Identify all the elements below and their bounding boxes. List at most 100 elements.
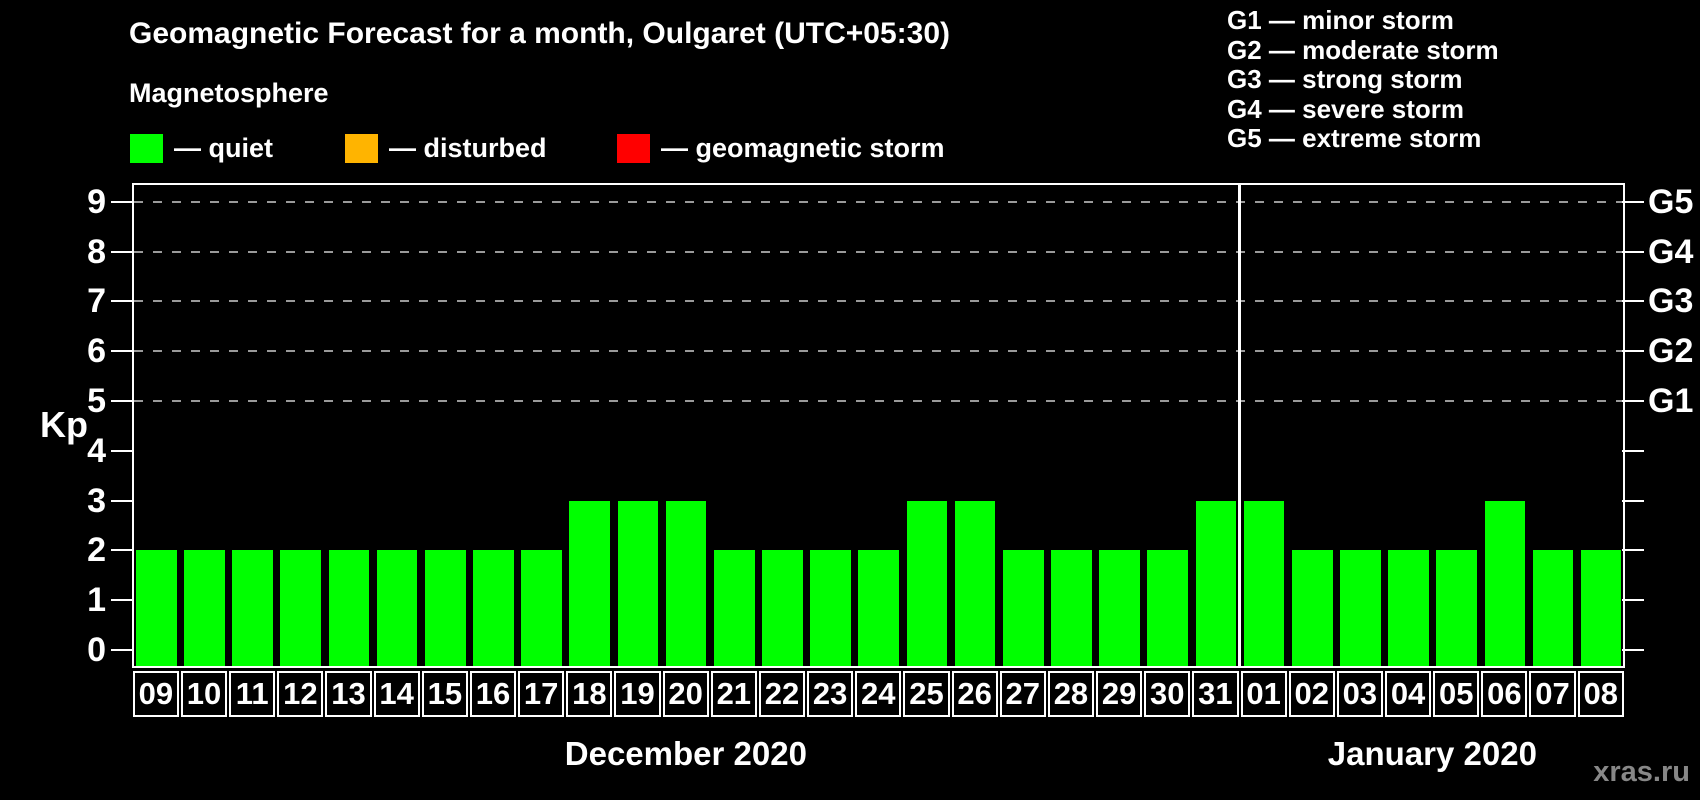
kp-bar-day-14: [376, 550, 418, 666]
kp-bar-day-10: [184, 550, 225, 666]
y-tick-left-2: [111, 549, 133, 552]
chart-title: Geomagnetic Forecast for a month, Oulgar…: [129, 17, 951, 50]
kp-bar-day-22: [762, 550, 803, 666]
day-label-26: 26: [951, 671, 998, 717]
month-label-january: January 2020: [1327, 735, 1537, 772]
y-tick-left-9: [111, 200, 133, 203]
plot-area: [132, 183, 1625, 668]
y-tick-right-7: [1622, 300, 1644, 303]
y-tick-right-9: [1622, 200, 1644, 203]
y-tick-left-8: [111, 250, 133, 253]
y-tick-label-4: 4: [87, 431, 106, 470]
y-tick-label-6: 6: [87, 332, 106, 371]
gridline-kp6: [134, 350, 1623, 353]
y-tick-right-6: [1622, 350, 1644, 353]
legend-label-storm: — geomagnetic storm: [661, 133, 945, 163]
legend-swatch-quiet: [130, 134, 163, 163]
day-label-02: 02: [1288, 671, 1335, 717]
day-label-14: 14: [373, 671, 420, 717]
y-tick-left-3: [111, 499, 133, 502]
legend-swatch-storm: [617, 134, 650, 163]
y-tick-left-4: [111, 449, 133, 452]
legend-item-quiet: — quiet: [130, 133, 273, 164]
g-axis-label-g3: G3: [1648, 282, 1694, 321]
day-label-23: 23: [807, 671, 854, 717]
day-label-27: 27: [999, 671, 1046, 717]
day-label-29: 29: [1096, 671, 1143, 717]
kp-bar-day-02: [1291, 550, 1333, 666]
kp-bar-day-24: [858, 550, 900, 666]
y-tick-label-9: 9: [87, 182, 106, 221]
kp-bar-day-29: [1099, 550, 1140, 666]
legend-swatch-disturbed: [345, 134, 378, 163]
kp-axis-label: Kp: [40, 404, 88, 445]
legend-label-quiet: — quiet: [174, 133, 273, 163]
kp-bar-day-08: [1580, 550, 1622, 666]
y-tick-left-6: [111, 350, 133, 353]
y-tick-label-0: 0: [87, 631, 106, 669]
g-legend-item-5: G5 — extreme storm: [1227, 123, 1482, 153]
g-axis-label-g5: G5: [1648, 182, 1694, 221]
kp-bar-day-28: [1051, 550, 1092, 666]
day-label-09: 09: [132, 671, 179, 717]
kp-bar-day-06: [1484, 500, 1526, 666]
g-legend-item-2: G2 — moderate storm: [1227, 34, 1499, 65]
day-label-11: 11: [229, 671, 276, 717]
kp-bar-day-25: [906, 500, 948, 666]
month-label-december: December 2020: [564, 735, 807, 772]
day-label-20: 20: [662, 671, 709, 717]
kp-bar-day-23: [810, 550, 851, 666]
watermark: xras.ru: [1593, 756, 1690, 788]
kp-bar-day-17: [521, 550, 562, 666]
y-tick-right-0: [1622, 649, 1644, 651]
y-tick-label-3: 3: [87, 481, 106, 520]
g-legend-item-4: G4 — severe storm: [1227, 93, 1465, 124]
kp-bar-day-19: [617, 500, 659, 666]
gridline-kp7: [134, 300, 1623, 303]
y-tick-left-1: [111, 599, 133, 602]
day-label-12: 12: [277, 671, 324, 717]
day-label-13: 13: [325, 671, 372, 717]
y-tick-right-4: [1622, 449, 1644, 452]
day-label-25: 25: [903, 671, 950, 717]
month-separator-line: [1238, 185, 1242, 666]
g-axis-label-g2: G2: [1648, 332, 1694, 371]
day-label-15: 15: [421, 671, 468, 717]
g-legend-item-1: G1 — minor storm: [1227, 5, 1454, 35]
kp-bar-day-30: [1147, 550, 1189, 666]
kp-bar-day-13: [328, 550, 370, 666]
g-axis-label-g4: G4: [1648, 232, 1694, 271]
day-label-03: 03: [1336, 671, 1383, 717]
kp-bar-day-04: [1388, 550, 1429, 666]
day-label-07: 07: [1529, 671, 1576, 717]
legend-item-storm: — geomagnetic storm: [617, 133, 945, 164]
day-label-06: 06: [1481, 671, 1528, 717]
day-label-16: 16: [469, 671, 517, 717]
day-label-30: 30: [1144, 671, 1191, 717]
g-axis-label-g1: G1: [1648, 382, 1694, 420]
y-tick-right-1: [1622, 599, 1644, 602]
kp-bar-day-26: [954, 500, 996, 666]
y-tick-label-2: 2: [87, 531, 106, 570]
g-legend-item-3: G3 — strong storm: [1227, 64, 1463, 94]
legend-label-disturbed: — disturbed: [389, 133, 547, 163]
kp-bar-day-05: [1436, 550, 1477, 666]
kp-bar-day-09: [136, 550, 177, 666]
g-scale-legend: G1 — minor storm G2 — moderate storm G3 — …: [1227, 5, 1499, 154]
kp-bar-day-21: [713, 550, 755, 666]
kp-bar-day-31: [1195, 500, 1237, 666]
day-label-10: 10: [180, 671, 228, 717]
kp-bar-day-27: [1002, 550, 1044, 666]
kp-bar-day-11: [232, 550, 273, 666]
kp-bar-day-16: [473, 550, 514, 666]
y-tick-right-2: [1622, 549, 1644, 552]
day-label-22: 22: [758, 671, 806, 717]
kp-bar-day-20: [665, 500, 707, 666]
y-tick-right-3: [1622, 499, 1644, 502]
y-tick-right-8: [1622, 250, 1644, 253]
kp-bar-day-01: [1243, 500, 1285, 666]
y-tick-label-1: 1: [87, 581, 106, 620]
y-tick-right-5: [1622, 400, 1644, 402]
kp-bar-day-03: [1340, 550, 1381, 666]
y-tick-left-5: [111, 400, 133, 402]
